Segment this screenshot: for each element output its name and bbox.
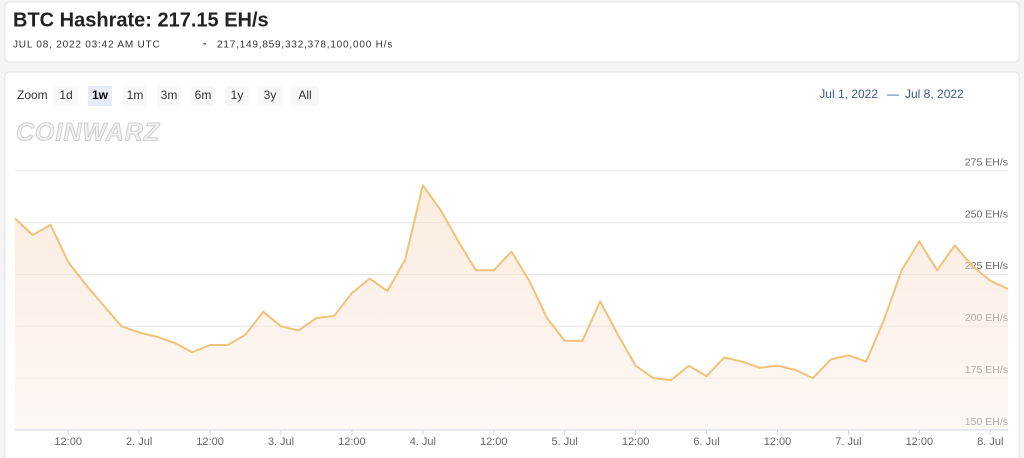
x-tick-label: 8. Jul — [977, 436, 1003, 448]
zoom-button-label[interactable]: 3y — [264, 88, 277, 102]
hashrate: 217,149,859,332,378,100,000 H/s — [217, 40, 393, 51]
header-panel — [4, 1, 1020, 63]
x-tick-label: 6. Jul — [693, 436, 719, 448]
range-to[interactable]: Jul 8, 2022 — [905, 87, 964, 101]
zoom-button[interactable] — [225, 86, 249, 106]
watermark: CoinWarz — [16, 119, 161, 147]
zoom-button-label[interactable]: 6m — [195, 88, 212, 102]
x-tick-label: 12:00 — [54, 436, 82, 448]
zoom-button-label[interactable]: 1w — [92, 88, 109, 102]
page-title: BTC Hashrate: 217.15 EH/s — [13, 9, 269, 31]
zoom-button[interactable] — [88, 86, 112, 106]
x-tick-label: 12:00 — [196, 436, 224, 448]
range-from[interactable]: Jul 1, 2022 — [819, 87, 878, 101]
zoom-button-label[interactable]: 1m — [127, 88, 144, 102]
y-tick-label: 250 EH/s — [965, 208, 1008, 220]
x-tick-label: 12:00 — [622, 436, 650, 448]
x-tick-label: 12:00 — [764, 436, 792, 448]
zoom-button-label[interactable]: 3m — [161, 88, 178, 102]
separator: - — [203, 39, 206, 50]
x-tick-label: 3. Jul — [268, 436, 294, 448]
x-tick-label: 12:00 — [338, 436, 366, 448]
zoom-button-label[interactable]: All — [298, 88, 311, 102]
x-tick-label: 2. Jul — [126, 436, 152, 448]
zoom-button-label[interactable]: 1d — [59, 88, 72, 102]
area-fill — [15, 185, 1008, 430]
zoom-button[interactable] — [157, 86, 181, 106]
zoom-button-label[interactable]: 1y — [231, 88, 244, 102]
range-separator: — — [887, 87, 899, 101]
zoom-button[interactable] — [291, 86, 319, 106]
line — [14, 184, 1009, 382]
x-tick-label: 7. Jul — [835, 436, 861, 448]
timestamp: JUL 08, 2022 03:42 AM UTC — [13, 40, 160, 51]
zoom-button[interactable] — [123, 86, 147, 106]
y-tick-label: 275 EH/s — [965, 157, 1008, 169]
x-tick-label: 5. Jul — [552, 436, 578, 448]
zoom-button[interactable] — [54, 86, 78, 106]
x-tick-label: 4. Jul — [410, 436, 436, 448]
x-tick-label: 12:00 — [906, 436, 934, 448]
zoom-button[interactable] — [191, 86, 215, 106]
zoom-label: Zoom — [17, 88, 48, 102]
x-tick-label: 12:00 — [480, 436, 508, 448]
zoom-button[interactable] — [258, 86, 282, 106]
